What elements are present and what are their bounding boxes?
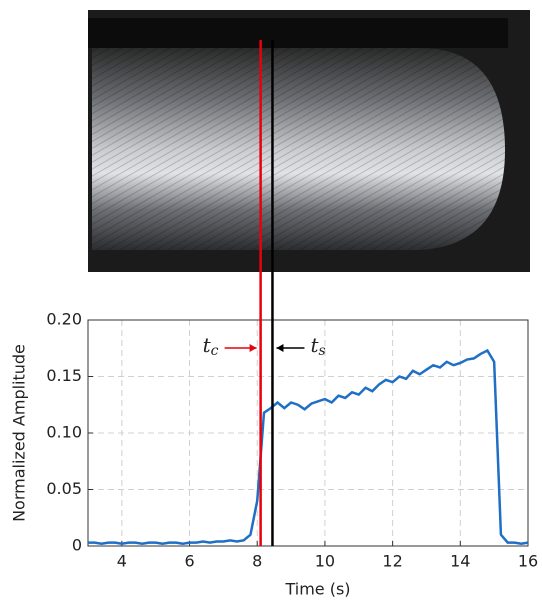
plot-frame (87, 319, 529, 547)
data-line (88, 348, 529, 546)
y-tick-label: 0.20 (46, 310, 82, 329)
x-tick-label: 12 (382, 552, 402, 571)
marker-symbol: t (203, 333, 212, 357)
photo (88, 10, 530, 272)
marker-subscript: s (319, 343, 326, 359)
marker-label: tc (203, 333, 219, 360)
marker-label: ts (310, 333, 325, 360)
x-tick-label: 8 (252, 552, 262, 571)
marker-arrowhead (249, 344, 257, 352)
y-tick-label: 0.15 (46, 366, 82, 385)
y-tick-label: 0.10 (46, 423, 82, 442)
x-tick-label: 6 (184, 552, 194, 571)
marker-arrowhead (276, 344, 284, 352)
y-tick-label: 0.05 (46, 479, 82, 498)
marker-subscript: c (211, 343, 219, 359)
y-axis-label: Normalized Amplitude (10, 344, 29, 522)
x-tick-label: 10 (315, 552, 335, 571)
y-tick-label: 0 (72, 536, 82, 555)
x-axis-label: Time (s) (284, 580, 350, 599)
x-tick-label: 16 (518, 552, 538, 571)
x-tick-label: 14 (450, 552, 470, 571)
marker-symbol: t (310, 333, 319, 357)
x-tick-label: 4 (117, 552, 127, 571)
